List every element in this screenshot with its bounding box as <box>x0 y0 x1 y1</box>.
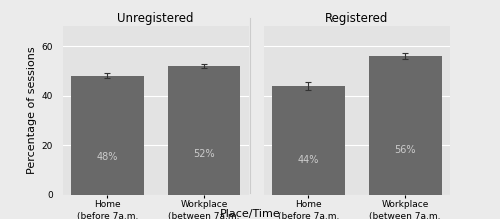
Text: Place/Time: Place/Time <box>220 209 280 219</box>
Title: Unregistered: Unregistered <box>118 12 194 25</box>
Y-axis label: Percentage of sessions: Percentage of sessions <box>27 47 37 174</box>
Text: 52%: 52% <box>193 149 215 159</box>
Bar <box>369 56 442 195</box>
Bar <box>71 76 144 195</box>
Text: 44%: 44% <box>298 155 319 165</box>
Bar <box>168 66 240 195</box>
Text: 56%: 56% <box>394 145 416 155</box>
Title: Registered: Registered <box>325 12 388 25</box>
Text: 48%: 48% <box>96 152 118 162</box>
Bar <box>272 86 345 195</box>
